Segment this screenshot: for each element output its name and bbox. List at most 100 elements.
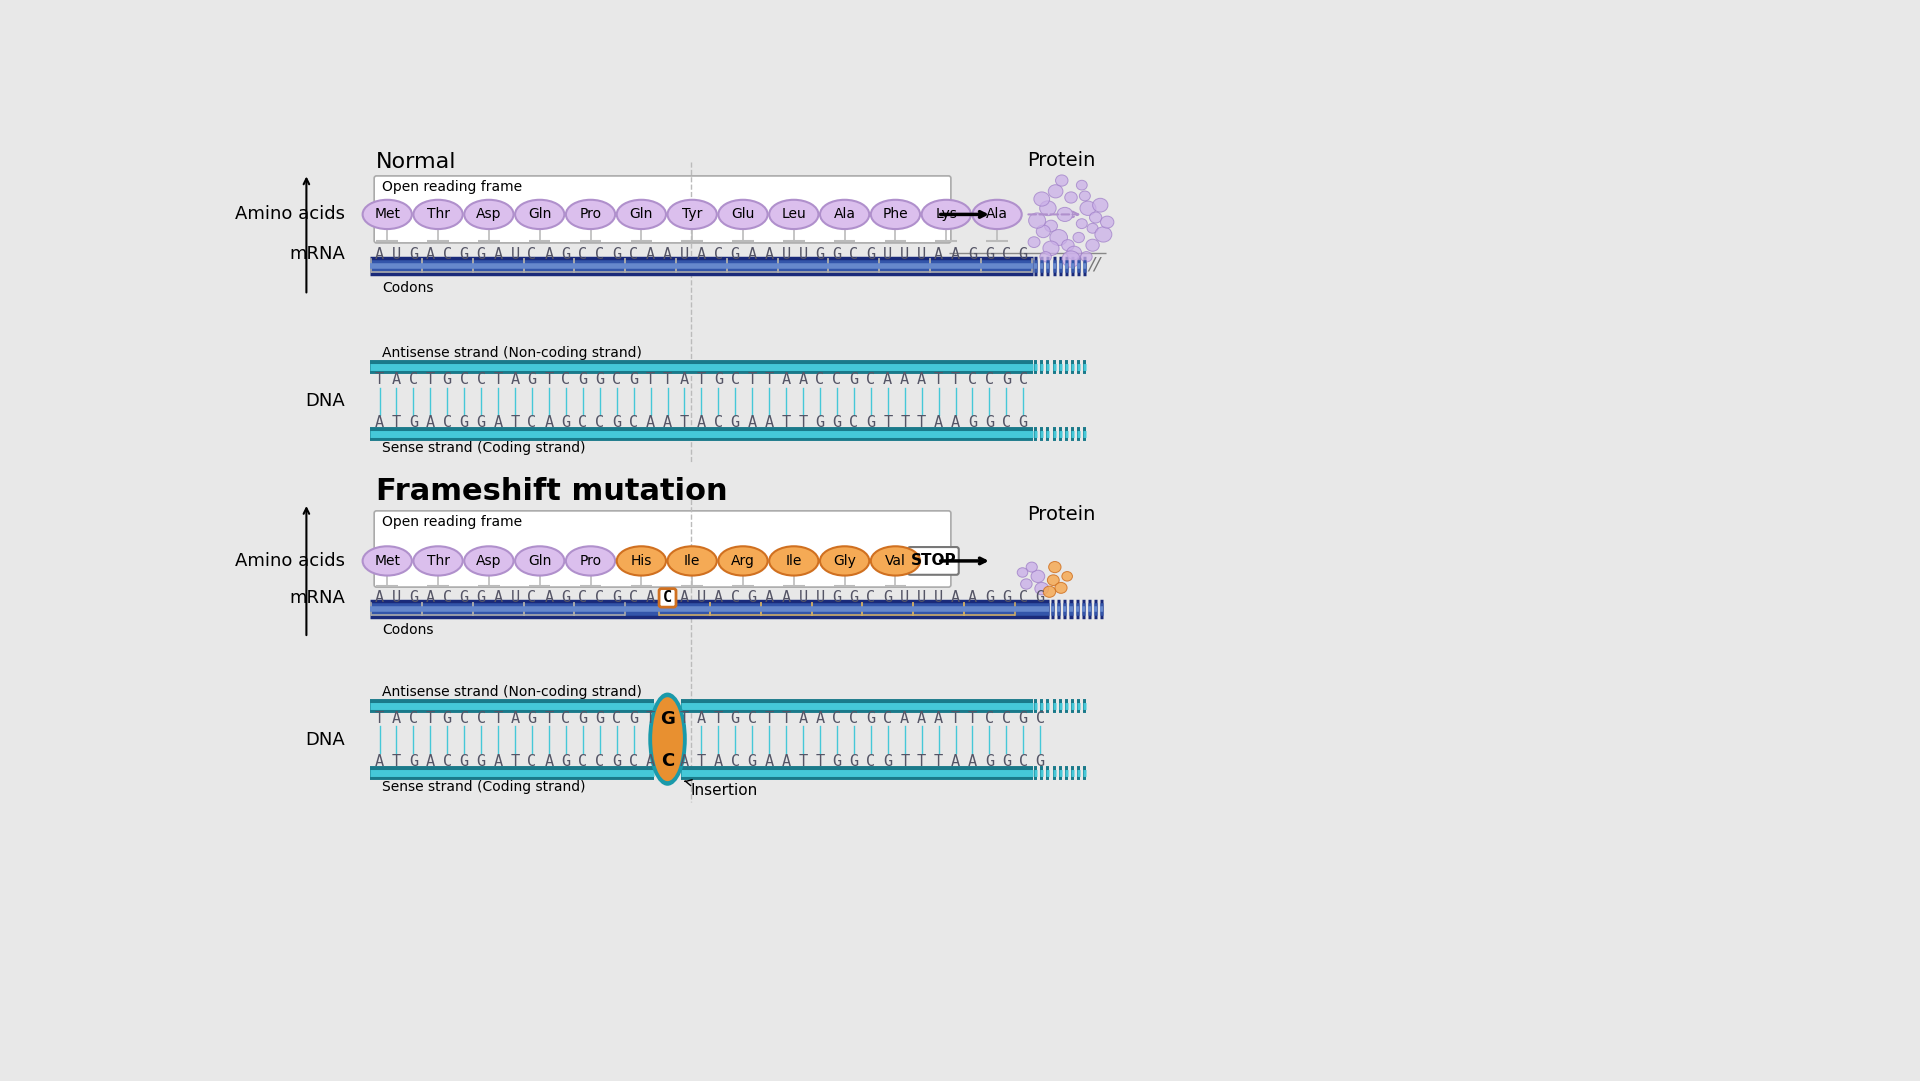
Text: G: G (985, 415, 995, 430)
FancyBboxPatch shape (374, 511, 950, 587)
Text: A: A (545, 590, 553, 605)
Text: C: C (849, 415, 858, 430)
Text: Codons: Codons (382, 281, 434, 294)
Text: A: A (493, 415, 503, 430)
Text: G: G (866, 415, 876, 430)
Text: G: G (528, 373, 536, 387)
Text: T: T (781, 711, 791, 726)
Ellipse shape (1048, 185, 1064, 198)
Text: C: C (866, 753, 876, 769)
Text: G: G (459, 415, 468, 430)
Text: U: U (900, 590, 910, 605)
Ellipse shape (1062, 251, 1081, 267)
Text: C: C (444, 415, 451, 430)
Text: Insertion: Insertion (685, 779, 758, 798)
Text: C: C (833, 711, 841, 726)
Text: T: T (714, 711, 724, 726)
Text: U: U (933, 590, 943, 605)
Text: C: C (595, 415, 605, 430)
Ellipse shape (1050, 229, 1068, 245)
Text: Glu: Glu (732, 208, 755, 222)
FancyBboxPatch shape (374, 176, 950, 243)
Text: A: A (545, 415, 553, 430)
Text: C: C (578, 590, 588, 605)
Text: Protein: Protein (1027, 505, 1094, 524)
Text: C: C (578, 415, 588, 430)
Text: G: G (732, 415, 739, 430)
Ellipse shape (1021, 578, 1033, 589)
Ellipse shape (1018, 568, 1027, 577)
Ellipse shape (653, 697, 684, 782)
Ellipse shape (1029, 213, 1046, 228)
Text: A: A (968, 590, 977, 605)
Text: C: C (747, 711, 756, 726)
Text: T: T (680, 711, 689, 726)
Text: T: T (697, 753, 707, 769)
Text: C: C (476, 373, 486, 387)
Text: G: G (476, 246, 486, 262)
Ellipse shape (1094, 227, 1112, 242)
Text: Gln: Gln (528, 553, 551, 568)
Text: A: A (883, 373, 893, 387)
Text: C: C (612, 373, 622, 387)
Text: T: T (816, 753, 824, 769)
Text: U: U (799, 590, 808, 605)
Text: C: C (1020, 753, 1027, 769)
Text: A: A (645, 590, 655, 605)
Text: G: G (1035, 753, 1044, 769)
Text: A: A (697, 415, 707, 430)
Text: G: G (444, 711, 451, 726)
Text: G: G (747, 753, 756, 769)
Text: G: G (816, 415, 824, 430)
Text: Asp: Asp (476, 553, 501, 568)
Text: Asp: Asp (476, 208, 501, 222)
Text: G: G (732, 711, 739, 726)
Text: C: C (612, 711, 622, 726)
Text: Amino acids: Amino acids (234, 205, 346, 224)
Ellipse shape (1066, 191, 1077, 203)
Text: G: G (528, 711, 536, 726)
Text: G: G (578, 373, 588, 387)
Text: C: C (630, 753, 637, 769)
Text: C: C (476, 711, 486, 726)
Ellipse shape (1100, 216, 1114, 228)
Text: G: G (1020, 711, 1027, 726)
Text: C: C (849, 246, 858, 262)
Text: A: A (392, 711, 401, 726)
Text: Open reading frame: Open reading frame (382, 516, 522, 530)
Ellipse shape (363, 546, 413, 575)
Text: T: T (747, 373, 756, 387)
Text: G: G (476, 590, 486, 605)
Text: A: A (781, 590, 791, 605)
Text: G: G (459, 590, 468, 605)
Text: Pro: Pro (580, 553, 601, 568)
Text: T: T (374, 711, 384, 726)
Text: T: T (426, 711, 436, 726)
Text: T: T (883, 415, 893, 430)
Text: A: A (493, 590, 503, 605)
Text: Codons: Codons (382, 624, 434, 637)
Text: G: G (732, 246, 739, 262)
Text: U: U (918, 246, 925, 262)
Text: G: G (409, 415, 419, 430)
Text: Open reading frame: Open reading frame (382, 181, 522, 195)
Text: G: G (816, 246, 824, 262)
Text: Pro: Pro (580, 208, 601, 222)
Text: G: G (612, 590, 622, 605)
Ellipse shape (1068, 246, 1081, 259)
Text: T: T (662, 373, 672, 387)
Ellipse shape (1031, 570, 1044, 583)
Text: T: T (764, 373, 774, 387)
Text: A: A (392, 373, 401, 387)
Text: A: A (714, 590, 724, 605)
Text: U: U (511, 590, 520, 605)
Text: G: G (714, 373, 724, 387)
Text: T: T (900, 753, 910, 769)
Text: G: G (866, 246, 876, 262)
Text: Arg: Arg (732, 553, 755, 568)
Text: A: A (714, 753, 724, 769)
Text: G: G (968, 415, 977, 430)
Ellipse shape (820, 546, 870, 575)
Text: G: G (1020, 246, 1027, 262)
Ellipse shape (718, 200, 768, 229)
